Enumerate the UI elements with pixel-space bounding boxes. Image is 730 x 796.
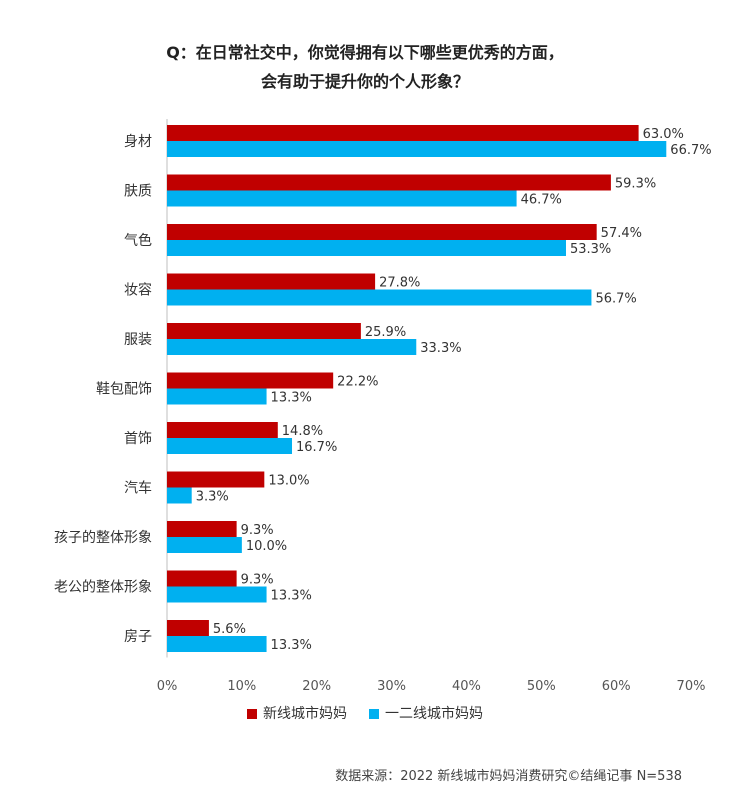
bar-series-1 <box>167 273 376 290</box>
category-label: 房子 <box>124 629 152 645</box>
category-label: 服装 <box>124 332 152 348</box>
bar-series-2 <box>167 586 267 603</box>
data-label-series-2: 56.7% <box>595 292 636 307</box>
x-tick-label: 0% <box>157 679 178 694</box>
data-label-series-1: 9.3% <box>241 523 274 538</box>
data-label-series-2: 66.7% <box>670 143 711 158</box>
category-label: 老公的整体形象 <box>54 580 152 596</box>
data-label-series-2: 3.3% <box>196 490 229 505</box>
data-label-series-2: 10.0% <box>246 539 287 554</box>
chart-title: Q：在日常社交中，你觉得拥有以下哪些更优秀的方面， 会有助于提升你的个人形象？ <box>0 38 730 96</box>
x-tick-label: 60% <box>602 679 631 694</box>
data-label-series-2: 16.7% <box>296 440 337 455</box>
bar-series-1 <box>167 471 265 488</box>
legend-label-series-1: 新线城市妈妈 <box>263 705 347 722</box>
category-label: 孩子的整体形象 <box>54 530 152 546</box>
chart-title-line-1: Q：在日常社交中，你觉得拥有以下哪些更优秀的方面， <box>166 43 564 62</box>
bar-series-2 <box>167 487 192 504</box>
data-label-series-1: 5.6% <box>213 622 246 637</box>
category-label: 气色 <box>124 232 152 249</box>
bar-series-1 <box>167 224 597 240</box>
data-label-series-1: 13.0% <box>268 474 309 489</box>
data-label-series-1: 63.0% <box>643 127 684 142</box>
bar-series-1 <box>167 372 334 389</box>
data-label-series-1: 57.4% <box>601 226 642 241</box>
bar-series-1 <box>167 323 361 339</box>
category-label: 身材 <box>124 134 152 150</box>
x-tick-label: 50% <box>527 679 556 694</box>
data-label-series-2: 13.3% <box>271 589 312 604</box>
legend-label-series-2: 一二线城市妈妈 <box>385 705 483 722</box>
legend-swatch-series-2 <box>369 709 379 719</box>
bar-series-2 <box>167 141 667 157</box>
bar-series-2 <box>167 537 242 553</box>
category-label: 妆容 <box>124 282 152 299</box>
bar-series-2 <box>167 240 566 256</box>
data-label-series-1: 22.2% <box>337 375 378 390</box>
bar-series-1 <box>167 422 278 438</box>
category-label: 鞋包配饰 <box>96 382 152 398</box>
legend-swatch-series-1 <box>247 709 257 719</box>
bar-series-1 <box>167 570 237 587</box>
bar-series-2 <box>167 190 517 207</box>
bar-series-1 <box>167 125 639 141</box>
data-label-series-2: 53.3% <box>570 242 611 257</box>
x-tick-label: 30% <box>377 679 406 694</box>
data-label-series-2: 33.3% <box>420 341 461 356</box>
bar-series-2 <box>167 388 267 405</box>
data-label-series-2: 13.3% <box>271 638 312 653</box>
data-label-series-2: 46.7% <box>521 193 562 208</box>
data-label-series-2: 13.3% <box>271 391 312 406</box>
x-tick-label: 10% <box>227 679 256 694</box>
data-label-series-1: 59.3% <box>615 177 656 192</box>
data-label-series-1: 27.8% <box>379 276 420 291</box>
data-label-series-1: 14.8% <box>282 424 323 439</box>
data-label-series-1: 25.9% <box>365 325 406 340</box>
bar-series-1 <box>167 521 237 537</box>
bar-series-1 <box>167 620 209 636</box>
category-label: 汽车 <box>124 480 152 497</box>
bar-series-2 <box>167 438 293 454</box>
bar-series-2 <box>167 289 592 306</box>
category-label: 肤质 <box>124 184 152 200</box>
x-tick-label: 70% <box>677 679 706 694</box>
bar-series-1 <box>167 174 611 191</box>
category-label: 首饰 <box>124 431 152 447</box>
chart-title-line-2: 会有助于提升你的个人形象？ <box>260 72 469 91</box>
x-tick-label: 20% <box>302 679 331 694</box>
x-tick-label: 40% <box>452 679 481 694</box>
data-label-series-1: 9.3% <box>241 573 274 588</box>
bar-series-2 <box>167 339 417 355</box>
data-source-note: 数据来源：2022 新线城市妈妈消费研究©结绳记事 N=538 <box>335 769 682 784</box>
bar-series-2 <box>167 636 267 652</box>
